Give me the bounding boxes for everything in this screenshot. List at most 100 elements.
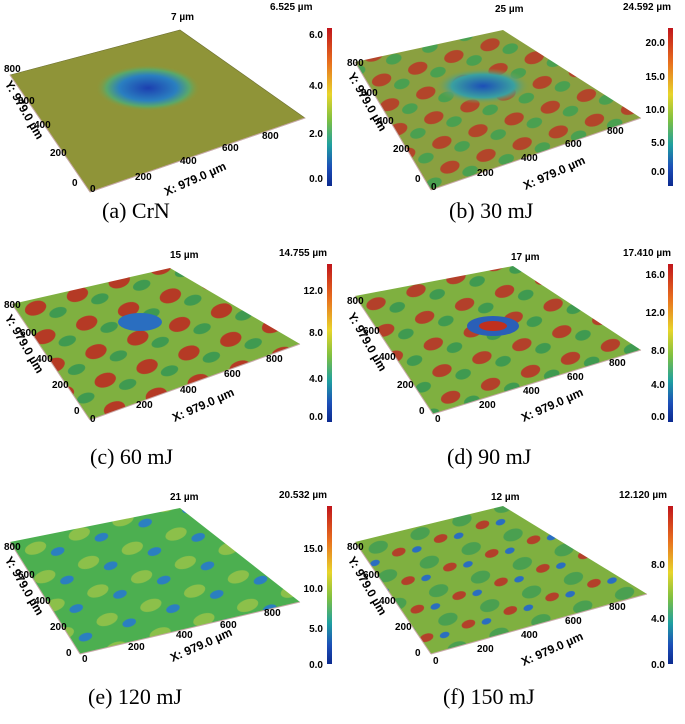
colorbar-tick: 15.0 — [645, 72, 665, 83]
y-tick: 400 — [377, 116, 394, 127]
y-tick: 600 — [20, 328, 37, 339]
x-tick: 200 — [477, 644, 494, 655]
y-tick: 0 — [66, 648, 72, 659]
y-tick: 600 — [18, 570, 35, 581]
colorbar-max: 24.592 µm — [623, 2, 672, 13]
colorbar-tick: 6.0 — [309, 30, 323, 41]
z-height-label: 15 µm — [170, 250, 199, 261]
colorbar-tick: 4.0 — [309, 374, 323, 385]
x-tick: 800 — [264, 608, 281, 619]
y-tick: 200 — [395, 622, 412, 633]
z-height-label: 7 µm — [171, 12, 194, 23]
colorbar-tick: 15.0 — [303, 544, 323, 555]
y-tick: 600 — [18, 96, 35, 107]
x-tick: 0 — [90, 414, 96, 425]
panel-b: 25 µm 24.592 µm 20.0 15.0 10.0 5.0 0.0 X… — [343, 0, 685, 240]
colorbar-max: 6.525 µm — [270, 2, 313, 13]
x-tick: 400 — [523, 386, 540, 397]
panel-a: 7 µm 6.525 µm 6.0 4.0 2.0 0.0 X: 979.0 µ… — [0, 0, 342, 240]
x-tick: 600 — [222, 143, 239, 154]
colorbar-tick: 4.0 — [309, 81, 323, 92]
y-tick: 800 — [4, 300, 21, 311]
y-tick: 600 — [361, 88, 378, 99]
x-tick: 400 — [176, 630, 193, 641]
x-tick: 200 — [479, 400, 496, 411]
y-tick: 400 — [379, 352, 396, 363]
colorbar-tick: 8.0 — [651, 560, 665, 571]
x-tick: 400 — [521, 153, 538, 164]
z-height-label: 17 µm — [511, 252, 540, 263]
y-tick: 800 — [4, 64, 21, 75]
x-tick: 800 — [609, 602, 626, 613]
x-tick: 0 — [82, 654, 88, 665]
x-tick: 0 — [90, 184, 96, 195]
panel-caption: (d) 90 mJ — [447, 444, 532, 469]
x-tick: 200 — [135, 172, 152, 183]
y-tick: 400 — [34, 120, 51, 131]
colorbar — [327, 506, 332, 664]
x-tick: 200 — [477, 168, 494, 179]
colorbar — [668, 28, 673, 186]
surface-plot-b — [354, 30, 642, 191]
x-tick: 200 — [136, 400, 153, 411]
x-tick: 400 — [521, 630, 538, 641]
colorbar — [327, 264, 332, 422]
y-tick: 600 — [363, 570, 380, 581]
y-tick: 200 — [52, 380, 69, 391]
y-tick: 0 — [419, 406, 425, 417]
x-tick: 600 — [565, 616, 582, 627]
y-tick: 400 — [379, 596, 396, 607]
colorbar-tick: 8.0 — [651, 346, 665, 357]
x-tick: 0 — [433, 656, 439, 667]
x-tick: 600 — [565, 139, 582, 150]
colorbar-tick: 10.0 — [645, 105, 665, 116]
y-tick: 800 — [347, 296, 364, 307]
panel-d: 17 µm 17.410 µm 16.0 12.0 8.0 4.0 0.0 X:… — [343, 244, 685, 484]
colorbar-tick: 5.0 — [651, 138, 665, 149]
y-tick: 800 — [347, 58, 364, 69]
y-tick: 200 — [50, 622, 67, 633]
x-tick: 600 — [220, 620, 237, 631]
x-tick: 200 — [128, 642, 145, 653]
colorbar-tick: 2.0 — [309, 129, 323, 140]
x-tick: 800 — [607, 126, 624, 137]
surface-plot-a — [9, 29, 306, 193]
panel-e: 21 µm 20.532 µm 15.0 10.0 5.0 0.0 X: 979… — [0, 484, 342, 724]
colorbar-max: 20.532 µm — [279, 490, 328, 501]
colorbar-tick: 0.0 — [309, 660, 323, 671]
y-tick: 400 — [34, 596, 51, 607]
y-tick: 0 — [72, 178, 78, 189]
panel-caption: (e) 120 mJ — [88, 684, 183, 709]
surface-plot-e — [9, 508, 301, 655]
x-tick: 0 — [435, 414, 441, 425]
colorbar-tick: 0.0 — [651, 412, 665, 423]
colorbar-tick: 16.0 — [645, 270, 665, 281]
colorbar-tick: 12.0 — [303, 286, 323, 297]
panel-caption: (f) 150 mJ — [443, 684, 535, 709]
x-tick: 600 — [567, 372, 584, 383]
panel-c: 15 µm 14.755 µm 12.0 8.0 4.0 0.0 X: 979.… — [0, 244, 342, 484]
colorbar-tick: 20.0 — [645, 38, 665, 49]
y-tick: 800 — [347, 542, 364, 553]
colorbar-tick: 0.0 — [309, 412, 323, 423]
colorbar-tick: 4.0 — [651, 614, 665, 625]
y-tick: 800 — [4, 542, 21, 553]
colorbar-tick: 4.0 — [651, 380, 665, 391]
surface-plot-f — [354, 506, 648, 655]
colorbar-tick: 8.0 — [309, 328, 323, 339]
x-tick: 800 — [609, 358, 626, 369]
colorbar-tick: 0.0 — [651, 660, 665, 671]
surface-plot-d — [354, 266, 642, 415]
x-tick: 800 — [262, 131, 279, 142]
colorbar-tick: 0.0 — [309, 174, 323, 185]
y-tick: 0 — [415, 648, 421, 659]
panel-caption: (b) 30 mJ — [449, 198, 534, 223]
z-height-label: 21 µm — [170, 492, 199, 503]
y-tick: 200 — [50, 148, 67, 159]
y-tick: 200 — [397, 380, 414, 391]
x-tick: 0 — [431, 182, 437, 193]
colorbar-tick: 10.0 — [303, 584, 323, 595]
z-height-label: 12 µm — [491, 492, 520, 503]
colorbar-tick: 0.0 — [651, 167, 665, 178]
x-tick: 400 — [180, 385, 197, 396]
